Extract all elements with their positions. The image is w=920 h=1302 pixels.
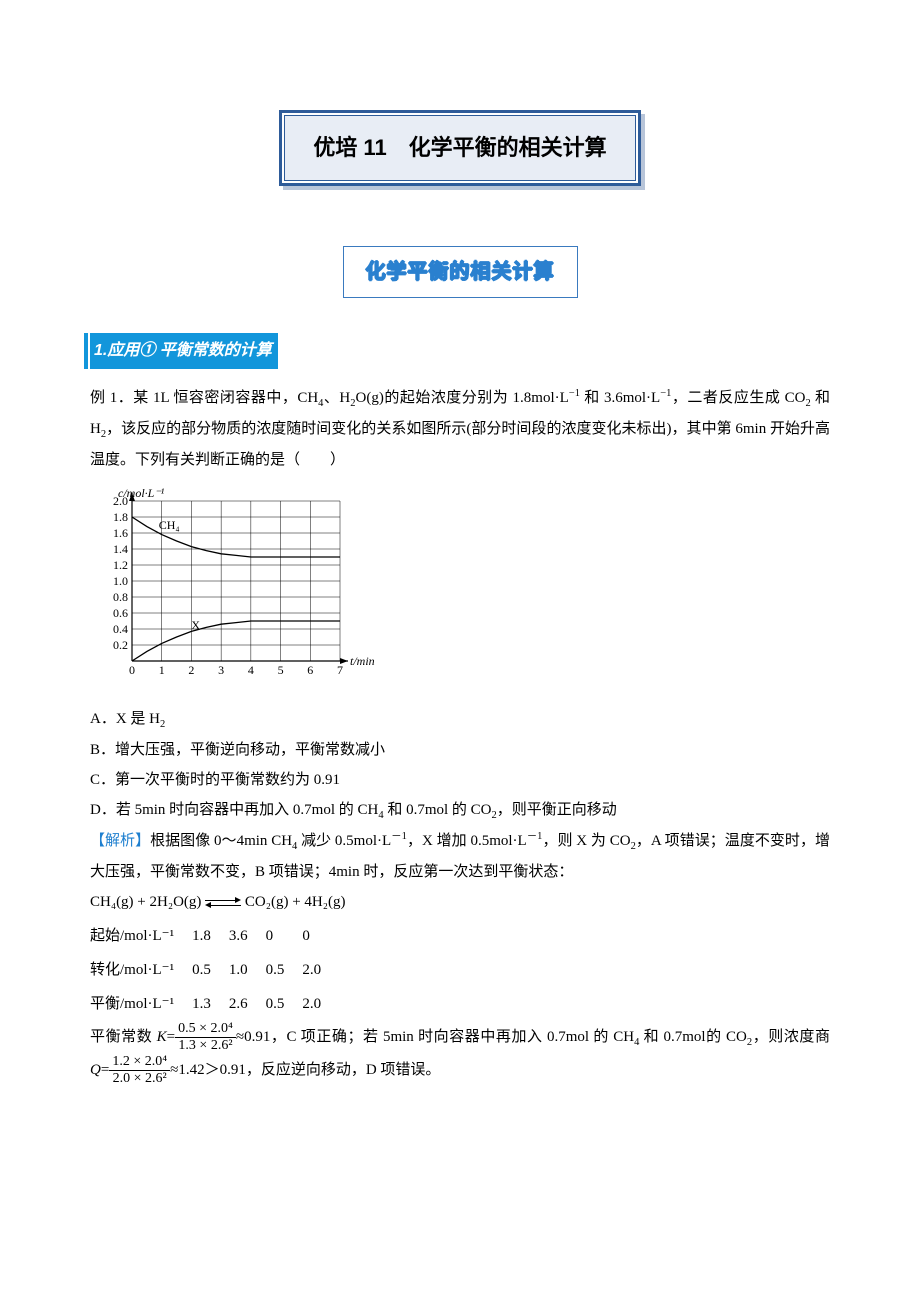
t: 和 0.7mol 的 CO	[384, 802, 492, 818]
svg-text:7: 7	[337, 663, 343, 677]
svg-text:X: X	[191, 618, 200, 632]
cell: 0.5	[192, 953, 229, 987]
table-row: 起始/mol·L⁻¹1.83.600	[90, 919, 339, 953]
cell: 0.5	[266, 953, 303, 987]
t: 和 3.6mol·L	[580, 390, 660, 406]
den: 2.0 × 2.6²	[109, 1071, 170, 1087]
t: 减少 0.5mol·L	[297, 833, 391, 849]
subtitle-text: 化学平衡的相关计算	[366, 261, 555, 283]
svg-text:4: 4	[248, 663, 254, 677]
svg-text:0.8: 0.8	[113, 590, 128, 604]
section-header: 1.应用① 平衡常数的计算	[90, 333, 278, 369]
svg-text:0.6: 0.6	[113, 606, 128, 620]
var: K	[157, 1029, 167, 1045]
t: D．若 5min 时向容器中再加入 0.7mol 的 CH	[90, 802, 378, 818]
page-title-box: 优培 11 化学平衡的相关计算	[284, 115, 635, 181]
cell: 1.3	[192, 987, 229, 1021]
den: 1.3 × 2.6²	[175, 1038, 236, 1054]
t: 平衡常数	[90, 1029, 157, 1045]
t: =	[101, 1062, 109, 1078]
options: A．X 是 H2 B．增大压强，平衡逆向移动，平衡常数减小 C．第一次平衡时的平…	[90, 704, 830, 826]
option-d: D．若 5min 时向容器中再加入 0.7mol 的 CH4 和 0.7mol …	[90, 795, 830, 826]
section: 1.应用① 平衡常数的计算	[90, 333, 830, 383]
t: ，则 X 为 CO	[542, 833, 630, 849]
svg-text:1.8: 1.8	[113, 510, 128, 524]
equilibrium-arrow-icon	[205, 897, 241, 909]
cell: 1.0	[229, 953, 266, 987]
t: ≈1.42＞0.91，反应逆向移动，D 项错误。	[170, 1062, 440, 1078]
title-wrap: 优培 11 化学平衡的相关计算	[90, 110, 830, 186]
option-a: A．X 是 H2	[90, 704, 830, 735]
t: ，二者反应生成 CO	[671, 390, 805, 406]
svg-text:5: 5	[278, 663, 284, 677]
subtitle-wrap: 化学平衡的相关计算	[90, 246, 830, 298]
option-b: B．增大压强，平衡逆向移动，平衡常数减小	[90, 735, 830, 765]
cell: 3.6	[229, 919, 266, 953]
t: 和 0.7mol的 CO	[639, 1029, 747, 1045]
t: ，则平衡正向移动	[497, 802, 617, 818]
fraction: 1.2 × 2.0⁴2.0 × 2.6²	[109, 1054, 170, 1087]
cell: 0.5	[266, 987, 303, 1021]
row-label: 平衡/mol·L⁻¹	[90, 987, 192, 1021]
page: 优培 11 化学平衡的相关计算 化学平衡的相关计算 1.应用① 平衡常数的计算 …	[0, 0, 920, 1147]
svg-text:t/min: t/min	[350, 654, 375, 668]
t: 根据图像 0～4min CH	[150, 833, 292, 849]
cell: 1.8	[192, 919, 229, 953]
t: ，则浓度商	[752, 1029, 830, 1045]
svg-text:CH₄: CH₄	[159, 518, 180, 532]
cell: 2.0	[302, 987, 339, 1021]
svg-text:1: 1	[159, 663, 165, 677]
cell: 0	[302, 919, 339, 953]
svg-text:2: 2	[188, 663, 194, 677]
analysis-label: 【解析】	[90, 833, 150, 849]
cell: 0	[266, 919, 303, 953]
cell: 2.0	[302, 953, 339, 987]
chart: 012345670.20.40.60.81.01.21.41.61.82.0c/…	[90, 483, 830, 694]
t: 、H	[323, 390, 350, 406]
ice-table: 起始/mol·L⁻¹1.83.600 转化/mol·L⁻¹0.51.00.52.…	[90, 919, 339, 1021]
svg-text:0: 0	[129, 663, 135, 677]
svg-text:3: 3	[218, 663, 224, 677]
fraction: 0.5 × 2.0⁴1.3 × 2.6²	[175, 1021, 236, 1054]
subtitle-box: 化学平衡的相关计算	[343, 246, 578, 298]
row-label: 起始/mol·L⁻¹	[90, 919, 192, 953]
cell: 2.6	[229, 987, 266, 1021]
num: 1.2 × 2.0⁴	[109, 1054, 170, 1071]
eq-left: CH₄(g) + 2H₂O(g)	[90, 894, 201, 910]
svg-text:c/mol·L⁻¹: c/mol·L⁻¹	[118, 486, 165, 500]
t: ，该反应的部分物质的浓度随时间变化的关系如图所示(部分时间段的浓度变化未标出)，…	[90, 421, 830, 468]
t: ≈0.91，C 项正确；若 5min 时向容器中再加入 0.7mol 的 CH	[236, 1029, 634, 1045]
svg-text:0.2: 0.2	[113, 638, 128, 652]
page-title: 优培 11 化学平衡的相关计算	[313, 135, 606, 160]
t: 某 1L 恒容密闭容器中，CH	[133, 390, 318, 406]
table-row: 平衡/mol·L⁻¹1.32.60.52.0	[90, 987, 339, 1021]
num: 0.5 × 2.0⁴	[175, 1021, 236, 1038]
t: ，X 增加 0.5mol·L	[407, 833, 527, 849]
svg-text:6: 6	[307, 663, 313, 677]
analysis-paragraph: 【解析】根据图像 0～4min CH4 减少 0.5mol·L－1，X 增加 0…	[90, 826, 830, 887]
svg-text:1.0: 1.0	[113, 574, 128, 588]
option-c: C．第一次平衡时的平衡常数约为 0.91	[90, 765, 830, 795]
prefix: 例 1．	[90, 390, 133, 406]
t: O(g)的起始浓度分别为 1.8mol·L	[356, 390, 569, 406]
eq-right: CO₂(g) + 4H₂(g)	[245, 894, 346, 910]
svg-text:0.4: 0.4	[113, 622, 128, 636]
problem-statement: 例 1．某 1L 恒容密闭容器中，CH4、H2O(g)的起始浓度分别为 1.8m…	[90, 383, 830, 475]
svg-text:1.6: 1.6	[113, 526, 128, 540]
t: A．X 是 H	[90, 711, 160, 727]
var: Q	[90, 1062, 101, 1078]
k-line: 平衡常数 K=0.5 × 2.0⁴1.3 × 2.6²≈0.91，C 项正确；若…	[90, 1021, 830, 1087]
title-outer: 优培 11 化学平衡的相关计算	[279, 110, 640, 186]
row-label: 转化/mol·L⁻¹	[90, 953, 192, 987]
t: =	[167, 1029, 175, 1045]
line-chart: 012345670.20.40.60.81.01.21.41.61.82.0c/…	[90, 483, 380, 683]
equation: CH₄(g) + 2H₂O(g) CO₂(g) + 4H₂(g)	[90, 887, 830, 917]
table-row: 转化/mol·L⁻¹0.51.00.52.0	[90, 953, 339, 987]
svg-text:1.4: 1.4	[113, 542, 128, 556]
svg-text:1.2: 1.2	[113, 558, 128, 572]
